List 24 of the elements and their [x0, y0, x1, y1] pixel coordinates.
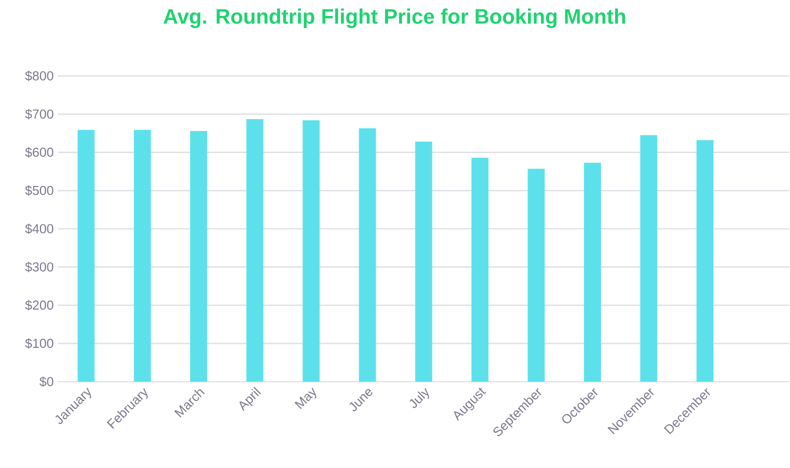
bar: [696, 140, 714, 382]
y-tick-label: $200: [25, 300, 54, 311]
y-tick-label: $300: [25, 262, 54, 272]
x-tick-label: July: [410, 388, 430, 408]
bar: [415, 142, 432, 382]
bar: [190, 131, 208, 382]
chart-title: Avg. Roundtrip Flight Price for Booking Month: [164, 8, 626, 28]
y-tick-label: $0: [40, 376, 54, 388]
bar: [358, 128, 376, 382]
y-tick-label: $400: [25, 224, 54, 234]
bar: [640, 135, 658, 382]
bar: [302, 120, 320, 382]
y-tick-label: $600: [25, 147, 54, 158]
bar: [78, 130, 95, 382]
y-tick-label: $800: [25, 70, 54, 82]
x-tick-label: May: [294, 388, 316, 410]
y-tick-label: $700: [25, 109, 54, 120]
bar: [246, 119, 264, 382]
bar: [134, 130, 151, 382]
bar: [528, 168, 545, 382]
y-tick-label: $100: [25, 338, 54, 349]
y-tick-label: $500: [25, 186, 54, 196]
bar: [471, 158, 488, 382]
bar: [584, 162, 601, 382]
